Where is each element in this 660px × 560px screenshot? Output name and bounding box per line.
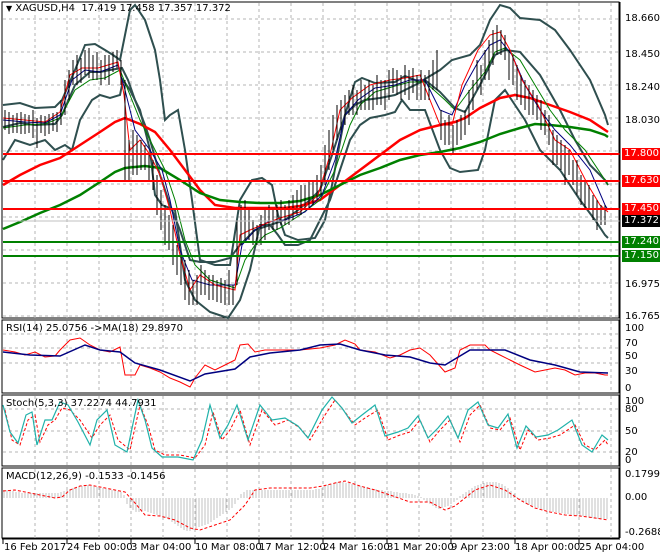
- time-tick: 3 Mar 04:00: [131, 542, 192, 553]
- rsi-label: RSI(14) 25.0756 ->MA(18) 29.8970: [6, 323, 183, 334]
- stochastic-panel[interactable]: [1, 394, 620, 467]
- level-tag-support-1: 17.240: [622, 236, 660, 248]
- rsi-tick: 50: [625, 351, 638, 362]
- rsi-ma-line: [2, 343, 609, 382]
- ma-long-green: [2, 122, 609, 231]
- symbol-label: XAGUSD,H4: [15, 3, 76, 14]
- macd-tick: -0.2688: [625, 527, 660, 538]
- main-price-panel[interactable]: [1, 1, 620, 320]
- price-tick: 16.765: [625, 311, 660, 322]
- current-price-tag: 17.372: [622, 215, 660, 227]
- rsi-tick: 0: [625, 383, 632, 394]
- stoch-main-line: [2, 396, 609, 461]
- axis-ticks: [2, 2, 621, 544]
- time-tick: 10 Mar 08:00: [195, 542, 262, 553]
- price-tick: 18.450: [625, 49, 660, 60]
- time-tick: 9 Apr 23:00: [451, 542, 510, 553]
- price-tick: 18.030: [625, 115, 660, 126]
- stoch-tick: 20: [625, 447, 638, 458]
- macd-signal-line: [2, 480, 609, 531]
- grid-vertical: [34, 3, 612, 318]
- time-tick: 25 Apr 04:00: [579, 542, 645, 553]
- time-tick: 17 Mar 12:00: [259, 542, 326, 553]
- time-tick: 24 Feb 00:00: [67, 542, 133, 553]
- time-tick: 24 Mar 16:00: [323, 542, 390, 553]
- rsi-tick: 70: [625, 338, 638, 349]
- price-tick: 18.660: [625, 13, 660, 24]
- macd-label: MACD(12,26,9) -0.1533 -0.1456: [6, 471, 166, 482]
- level-tag-resistance-3: 17.450: [622, 203, 660, 215]
- stoch-tick: 0: [625, 455, 632, 466]
- ohlc-values: 17.419 17.458 17.357 17.372: [81, 3, 231, 14]
- price-tick: 16.975: [625, 279, 660, 290]
- price-tick: 18.240: [625, 82, 660, 93]
- macd-histogram: [3, 482, 608, 531]
- triangle-down-icon[interactable]: ▼: [6, 4, 13, 13]
- stoch-tick: 80: [625, 404, 638, 415]
- level-tag-support-2: 17.150: [622, 250, 660, 262]
- time-tick: 16 Feb 2017: [4, 542, 67, 553]
- macd-tick: 0.00: [625, 492, 648, 503]
- rsi-panel[interactable]: [1, 319, 620, 394]
- macd-panel[interactable]: [1, 467, 620, 539]
- time-tick: 31 Mar 20:00: [387, 542, 454, 553]
- stoch-tick: 50: [625, 426, 638, 437]
- time-tick: 18 Apr 00:00: [515, 542, 581, 553]
- level-tag-resistance-1: 17.800: [622, 148, 660, 160]
- rsi-tick: 30: [625, 366, 638, 377]
- macd-tick: 0.1799: [625, 469, 660, 480]
- stoch-tick: 100: [625, 396, 645, 407]
- level-tag-resistance-2: 17.630: [622, 175, 660, 187]
- chart-title[interactable]: ▼ XAGUSD,H4 17.419 17.458 17.357 17.372: [6, 3, 231, 14]
- rsi-tick: 100: [625, 323, 645, 334]
- grid-horizontal: [3, 18, 619, 317]
- stoch-label: Stoch(5,3,3) 37.2274 44.7931: [6, 398, 157, 409]
